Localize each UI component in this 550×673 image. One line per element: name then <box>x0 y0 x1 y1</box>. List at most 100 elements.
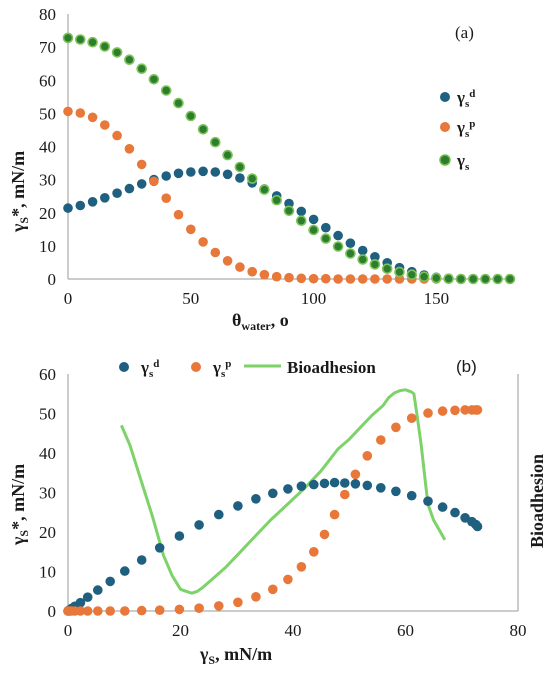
panel-b-point-series-1 <box>340 489 350 500</box>
panel-b-point-series-1 <box>214 601 224 611</box>
panel-a-point-series-1 <box>357 274 368 284</box>
panel-b-x-tick-label: 40 <box>285 621 302 640</box>
panel-a-point-series-2 <box>173 97 184 109</box>
panel-b-point-series-1 <box>283 574 293 585</box>
panel-a-point-series-2 <box>87 36 98 48</box>
panel-a-point-series-2 <box>160 85 172 96</box>
legend-a-label-gamma-s: γs <box>456 151 470 173</box>
panel-a-point-series-1 <box>198 237 208 247</box>
panel-a-point-series-2 <box>308 224 319 236</box>
panel-a-point-series-1 <box>222 255 233 266</box>
panel-a-point-series-1 <box>136 159 147 170</box>
panel-b-y-tick-label: 30 <box>39 484 56 503</box>
panel-a-x-tick-label: 50 <box>182 289 199 308</box>
panel-b-point-series-0 <box>120 566 130 576</box>
panel-b-x-tick-label: 80 <box>510 621 527 640</box>
panel-a-point-series-2 <box>62 32 74 44</box>
panel-b-point-series-0 <box>406 490 417 501</box>
panel-b-point-series-1 <box>391 422 401 433</box>
panel-a-point-series-2 <box>357 254 369 265</box>
panel-b-point-series-1 <box>251 592 261 602</box>
panel-a-y-tick-label: 70 <box>39 38 56 57</box>
panel-a-point-series-2 <box>455 273 467 285</box>
panel-a-point-series-2 <box>406 269 418 281</box>
panel-a-point-series-1 <box>112 130 122 141</box>
panel-a-point-series-2 <box>418 271 430 283</box>
panel-a-point-series-2 <box>504 273 516 285</box>
panel-b-point-series-1 <box>437 406 448 416</box>
panel-a-point-series-0 <box>75 200 86 211</box>
legend-b-marker-gamma-sp <box>191 362 201 372</box>
panel-a-point-series-0 <box>161 171 171 181</box>
panel-a-point-series-2 <box>271 194 283 206</box>
panel-b-point-series-0 <box>214 509 224 520</box>
panel-a-point-series-2 <box>381 263 393 275</box>
panel-a-point-series-2 <box>185 110 197 122</box>
panel-a-point-series-2 <box>75 34 86 45</box>
panel-b-legend: γsd γsp Bioadhesion <box>119 358 376 380</box>
panel-a-point-series-2 <box>246 173 258 184</box>
panel-a-y-tick-label: 30 <box>39 171 56 190</box>
panel-b-point-series-0 <box>105 576 115 587</box>
panel-b-point-series-1 <box>296 562 307 572</box>
panel-a-point-series-2 <box>259 184 270 195</box>
panel-b-point-series-0 <box>174 531 185 541</box>
panel-b-point-series-0 <box>309 479 319 490</box>
panel-a-point-series-1 <box>173 209 184 220</box>
panel-a-point-series-0 <box>87 197 98 207</box>
panel-a-point-series-1 <box>271 271 282 282</box>
panel-a-point-series-0 <box>198 166 208 177</box>
panel-b-point-series-1 <box>362 451 373 461</box>
panel-b-point-series-0 <box>233 501 243 511</box>
panel-b-y-tick-labels: 0 10 20 30 40 50 60 <box>39 365 56 621</box>
panel-a-point-series-2 <box>369 259 381 270</box>
panel-b-y-tick-label: 10 <box>39 563 56 582</box>
panel-b-point-series-1 <box>376 435 386 445</box>
panel-b-point-series-0 <box>350 479 361 489</box>
panel-b-x-tick-label: 0 <box>64 621 73 640</box>
panel-a-x-tick-label: 0 <box>64 289 73 308</box>
panel-a-point-series-1 <box>321 273 331 284</box>
panel-b-point-series-0 <box>423 496 433 507</box>
panel-b-label: (b) <box>456 357 477 376</box>
panel-a-x-tick-label: 100 <box>301 289 327 308</box>
legend-b-label-gamma-sd: γsd <box>140 358 159 380</box>
panel-b-point-series-1 <box>136 605 147 616</box>
panel-a-y-tick-label: 20 <box>39 204 56 223</box>
legend-b-label-bioadhesion: Bioadhesion <box>287 358 376 377</box>
panel-b-point-series-0 <box>362 480 373 491</box>
panel-b-point-series-0 <box>340 478 350 488</box>
panel-a-y-tick-label: 10 <box>39 237 56 256</box>
panel-a-point-series-0 <box>235 173 245 183</box>
panel-a-point-series-1 <box>124 144 135 154</box>
panel-b-point-series-1 <box>460 405 470 415</box>
panel-a-point-series-1 <box>296 273 307 284</box>
panel-b-point-series-1 <box>105 606 115 616</box>
panel-a-point-series-0 <box>124 183 135 194</box>
panel-a-y-tick-label: 40 <box>39 138 56 157</box>
panel-a-y-tick-label: 60 <box>39 71 56 90</box>
panel-b-point-series-1 <box>423 408 433 418</box>
panel-a-point-series-0 <box>370 251 380 262</box>
panel-b-y-axis-title: γS*, mN/m <box>8 464 31 546</box>
panel-a-y-tick-labels: 0 10 20 30 40 50 60 70 80 <box>39 5 56 289</box>
panel-b-point-series-0 <box>268 488 278 499</box>
panel-a-point-series-2 <box>124 54 135 66</box>
panel-b-y-tick-label: 0 <box>48 602 57 621</box>
panel-b: 0 20 40 60 80 0 10 20 30 40 50 60 (b) γsd γsp Bioa… <box>8 357 547 667</box>
panel-b-point-series-0 <box>194 520 204 530</box>
panel-b-bioadhesion-line-layer <box>120 388 447 595</box>
panel-a-point-series-0 <box>186 167 196 177</box>
panel-a-point-series-0 <box>112 188 122 198</box>
panel-a-point-series-2 <box>283 205 295 217</box>
panel-b-x-axis-title: γS, mN/m <box>199 644 272 667</box>
panel-a-point-series-2 <box>222 149 233 161</box>
panel-a-x-tick-label: 150 <box>424 289 450 308</box>
panel-a-point-series-2 <box>136 63 147 74</box>
panel-a-point-series-0 <box>333 230 343 241</box>
panel-a-point-series-2 <box>332 241 344 252</box>
panel-b-x-tick-label: 60 <box>397 621 414 640</box>
panel-a-point-series-0 <box>100 193 110 203</box>
panel-a-point-series-0 <box>210 167 221 177</box>
panel-b-y-tick-label: 20 <box>39 523 56 542</box>
